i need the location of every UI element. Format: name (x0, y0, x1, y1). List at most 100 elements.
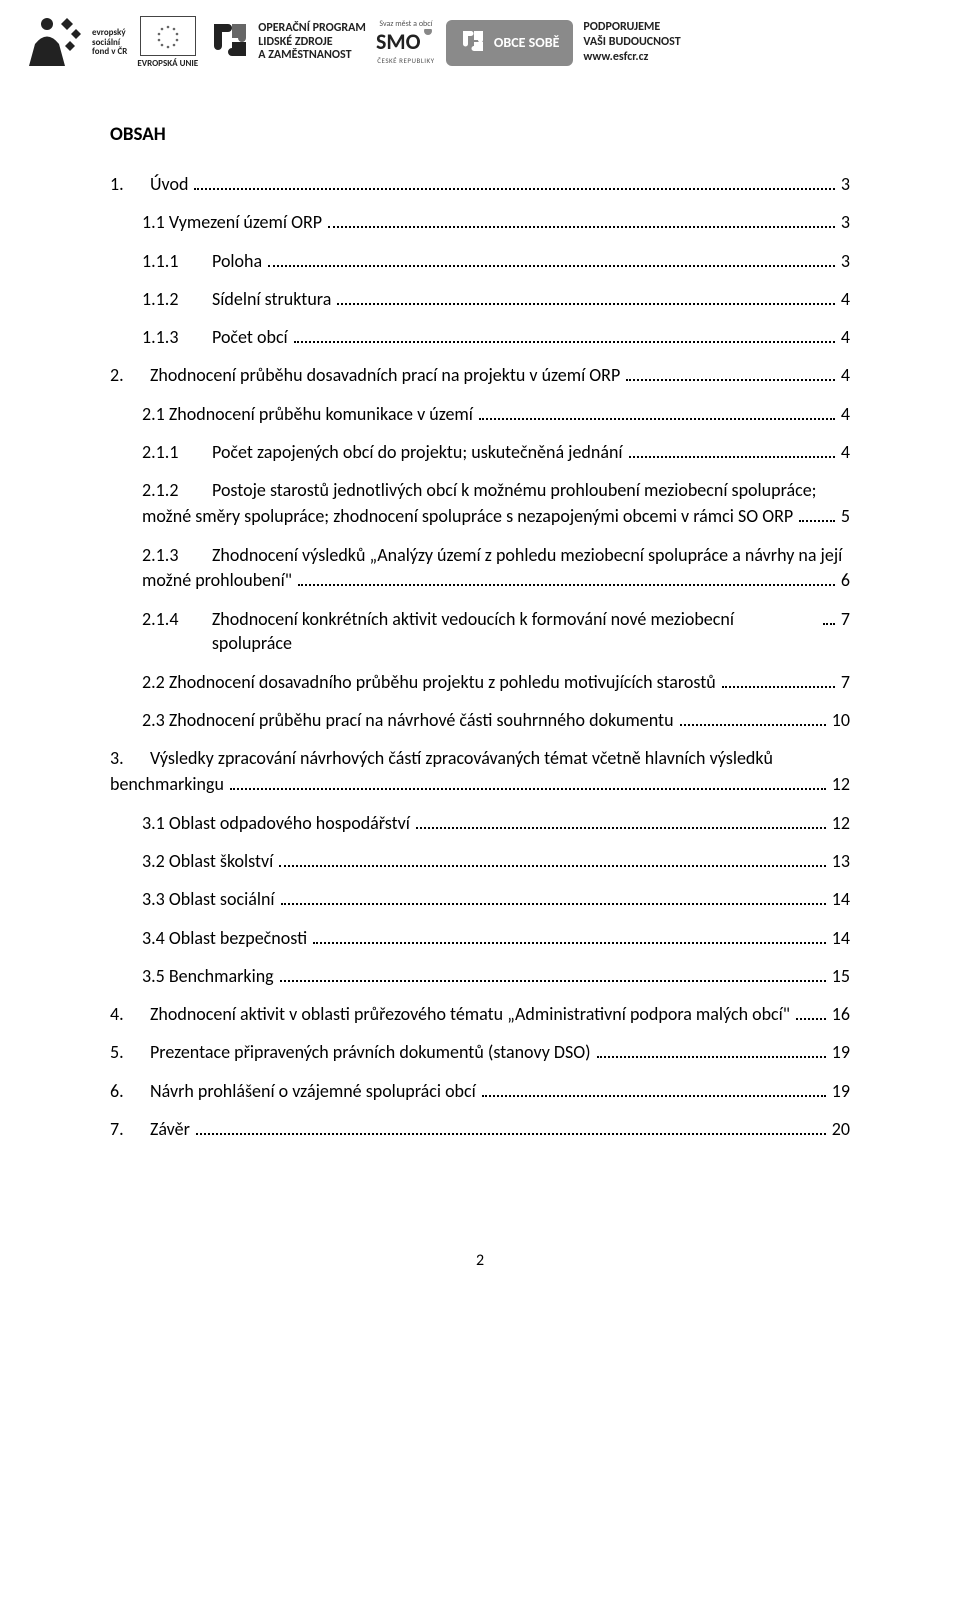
smo-sub-label: ČESKÉ REPUBLIKY (377, 57, 434, 65)
toc-entry: 7. Závěr 20 (110, 1117, 850, 1141)
toc-num: 5. (110, 1040, 150, 1064)
toc-leader (722, 672, 835, 688)
toc-label: Návrh prohlášení o vzájemné spolupráci o… (150, 1079, 476, 1103)
toc-entry: 1.1 Vymezení území ORP 3 (110, 210, 850, 234)
toc-entry: 5. Prezentace připravených právních doku… (110, 1040, 850, 1064)
toc-leader (799, 506, 835, 522)
toc-label: 2.3 Zhodnocení průběhu prací na návrhové… (142, 708, 674, 732)
toc-page: 5 (839, 504, 850, 529)
toc-page: 19 (830, 1079, 850, 1103)
toc-label: Počet zapojených obcí do projektu; uskut… (212, 440, 623, 464)
toc-leader (280, 966, 826, 982)
toc-label: Prezentace připravených právních dokumen… (150, 1040, 591, 1064)
esf-logo-block: evropský sociální fond v ČR (24, 14, 127, 71)
toc-num: 6. (110, 1079, 150, 1103)
toc-label: 2.2 Zhodnocení dosavadního průběhu proje… (142, 670, 716, 694)
toc-content: OBSAH 1. Úvod 3 1.1 Vymezení území ORP 3… (0, 83, 960, 1141)
toc-page: 10 (830, 708, 850, 732)
podporujeme-block: PODPORUJEME VAŠI BUDOUCNOST www.esfcr.cz (583, 20, 680, 65)
toc-leader (626, 366, 835, 382)
esf-text: evropský sociální fond v ČR (92, 28, 127, 58)
puzzle-icon (208, 18, 252, 67)
puzzle-white-icon (460, 28, 486, 58)
toc-label: 2.1 Zhodnocení průběhu komunikace v územ… (142, 402, 473, 426)
toc-entry: 1.1.1 Poloha 3 (110, 249, 850, 273)
toc-entry: 2.1 Zhodnocení průběhu komunikace v územ… (110, 402, 850, 426)
toc-page: 12 (830, 811, 850, 835)
esf-man-icon (24, 14, 86, 71)
toc-label: 3.2 Oblast školství (142, 849, 273, 873)
toc-label-first: 2.1.3Zhodnocení výsledků „Analýzy území … (142, 543, 850, 568)
toc-num: 1.1.2 (142, 287, 212, 311)
toc-page: 15 (830, 964, 850, 988)
toc-leader (629, 443, 835, 459)
toc-leader (196, 1120, 826, 1136)
toc-label: 3.4 Oblast bezpečnosti (142, 926, 307, 950)
toc-page: 7 (839, 670, 850, 694)
toc-entry: 1. Úvod 3 (110, 172, 850, 196)
podporujeme-line: VAŠI BUDOUCNOST (583, 35, 680, 50)
toc-page: 4 (839, 402, 850, 426)
toc-num: 1.1.1 (142, 249, 212, 273)
toc-leader (337, 289, 835, 305)
op-line: LIDSKÉ ZDROJE (258, 36, 366, 50)
document-page: evropský sociální fond v ČR EVROPSKÁ UNI… (0, 0, 960, 1300)
toc-label: Poloha (212, 249, 262, 273)
toc-label-first: 3.Výsledky zpracování návrhových částí z… (110, 746, 850, 771)
toc-entry: 3.4 Oblast bezpečnosti 14 (110, 926, 850, 950)
toc-label-last: benchmarkingu (110, 772, 224, 797)
header-logo-strip: evropský sociální fond v ČR EVROPSKÁ UNI… (0, 0, 960, 83)
toc-label: Počet obcí (212, 325, 288, 349)
smo-logo-icon: SMO (376, 29, 436, 58)
toc-label: 3.3 Oblast sociální (142, 887, 275, 911)
toc-leader (597, 1043, 826, 1059)
toc-leader (294, 328, 835, 344)
toc-leader (268, 251, 835, 267)
toc-num: 2.1.1 (142, 440, 212, 464)
toc-leader (482, 1081, 826, 1097)
toc-page: 20 (830, 1117, 850, 1141)
toc-page: 6 (839, 568, 850, 593)
toc-num: 3. (110, 746, 150, 771)
svg-text:SMO: SMO (376, 29, 421, 55)
smo-top-label: Svaz měst a obcí (379, 20, 432, 29)
toc-leader (823, 610, 835, 626)
toc-page: 4 (839, 287, 850, 311)
toc-page: 14 (830, 926, 850, 950)
toc-entry: 2.1.2Postoje starostů jednotlivých obcí … (110, 478, 850, 528)
toc-num: 2.1.3 (142, 543, 212, 568)
toc-entry: 4. Zhodnocení aktivit v oblasti průřezov… (110, 1002, 850, 1026)
toc-title: OBSAH (110, 123, 850, 146)
toc-label: Zhodnocení průběhu dosavadních prací na … (150, 363, 620, 387)
toc-label: 3.1 Oblast odpadového hospodářství (142, 811, 410, 835)
toc-page: 16 (830, 1002, 850, 1026)
eu-label: EVROPSKÁ UNIE (137, 58, 198, 69)
toc-leader (796, 1005, 826, 1021)
toc-entry: 2. Zhodnocení průběhu dosavadních prací … (110, 363, 850, 387)
obce-sobe-badge: OBCE SOBĚ (446, 20, 573, 66)
toc-leader (313, 928, 826, 944)
toc-entry: 2.2 Zhodnocení dosavadního průběhu proje… (110, 670, 850, 694)
toc-page: 3 (839, 172, 850, 196)
toc-page: 3 (839, 210, 850, 234)
toc-entry: 2.1.3Zhodnocení výsledků „Analýzy území … (110, 543, 850, 593)
toc-num: 2.1.2 (142, 478, 212, 503)
toc-entry: 1.1.2 Sídelní struktura 4 (110, 287, 850, 311)
toc-entry: 3.Výsledky zpracování návrhových částí z… (110, 746, 850, 796)
toc-num: 1. (110, 172, 150, 196)
toc-entry: 2.1.1 Počet zapojených obcí do projektu;… (110, 440, 850, 464)
toc-label-last: možné prohloubení" (142, 568, 292, 593)
eu-logo-block: EVROPSKÁ UNIE (137, 16, 198, 69)
toc-leader (328, 213, 835, 229)
toc-entry: 2.3 Zhodnocení průběhu prací na návrhové… (110, 708, 850, 732)
toc-page: 12 (830, 772, 850, 797)
toc-page: 14 (830, 887, 850, 911)
toc-page: 4 (839, 325, 850, 349)
page-number: 2 (0, 1251, 960, 1270)
toc-entry: 3.3 Oblast sociální 14 (110, 887, 850, 911)
toc-label-first: 2.1.2Postoje starostů jednotlivých obcí … (142, 478, 850, 503)
toc-leader (230, 774, 826, 790)
podporujeme-line: PODPORUJEME (583, 20, 680, 35)
obce-sobe-label: OBCE SOBĚ (494, 34, 559, 51)
toc-leader (194, 175, 834, 191)
